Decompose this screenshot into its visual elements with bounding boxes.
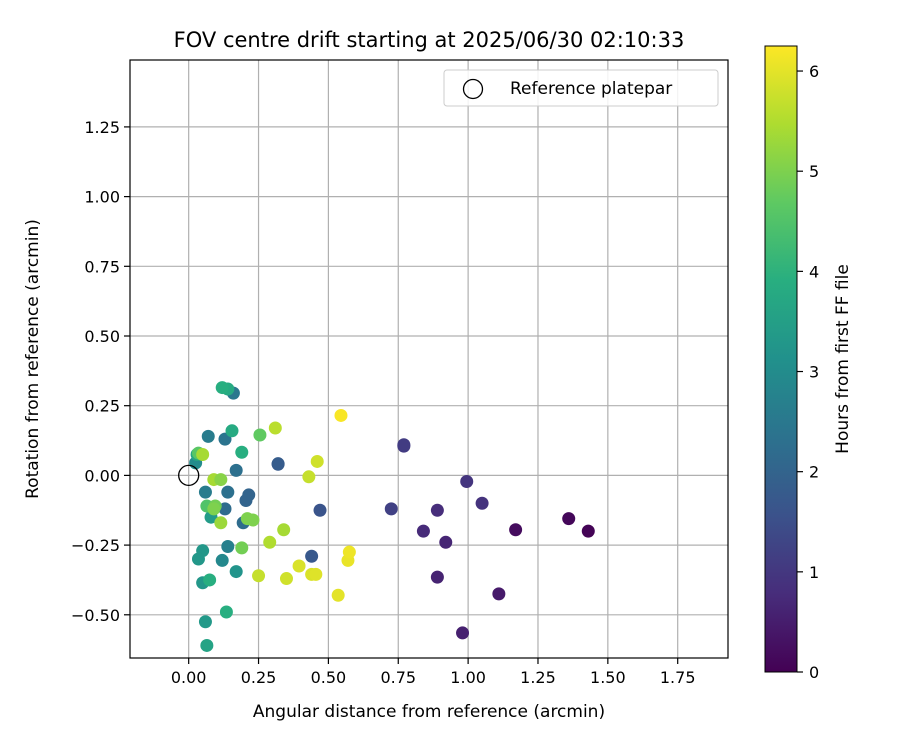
y-tick-label: 1.00 (84, 188, 120, 207)
y-tick-label: −0.50 (71, 606, 120, 625)
colorbar-tick-label: 4 (809, 262, 819, 281)
legend-marker-icon (462, 78, 484, 100)
data-point (239, 493, 253, 507)
data-point (214, 473, 228, 487)
data-point (460, 475, 474, 489)
data-point (331, 588, 345, 602)
x-tick-label: 1.25 (520, 668, 556, 687)
y-tick-label: −0.25 (71, 536, 120, 555)
y-tick-label: 0.00 (84, 466, 120, 485)
data-point (221, 539, 235, 553)
reference-platepar-marker (178, 464, 200, 487)
data-point (430, 570, 444, 584)
colorbar-tick-label: 3 (809, 363, 819, 382)
data-point (215, 553, 229, 567)
y-axis-label: Rotation from reference (arcmin) (23, 219, 43, 499)
data-point (581, 524, 595, 538)
colorbar-tick-label: 1 (809, 563, 819, 582)
colorbar-tick-label: 6 (809, 62, 819, 81)
colorbar-label: Hours from first FF file (833, 264, 853, 454)
colorbar-tick-label: 0 (809, 663, 819, 682)
data-point (214, 516, 228, 530)
data-point (492, 587, 506, 601)
data-point (334, 408, 348, 422)
data-point (246, 513, 260, 527)
data-point (475, 496, 489, 510)
colorbar: 0 1 2 3 4 5 6 Hours from first FF file (764, 45, 853, 682)
data-point (218, 502, 232, 516)
data-point (207, 502, 221, 516)
data-point (309, 567, 323, 581)
data-point (342, 545, 356, 559)
data-point (229, 565, 243, 579)
data-point (305, 549, 319, 563)
data-point (203, 573, 217, 587)
x-tick-label: 1.50 (590, 668, 626, 687)
x-tick-label: 0.25 (241, 668, 277, 687)
grid-lines (130, 60, 728, 658)
x-tick-label: 0.50 (311, 668, 347, 687)
data-point (215, 381, 229, 395)
data-point (253, 428, 267, 442)
legend: Reference platepar (443, 69, 719, 107)
y-tick-label: 1.25 (84, 118, 120, 137)
data-point (279, 572, 293, 586)
data-point (271, 457, 285, 471)
colorbar-gradient (764, 45, 798, 673)
colorbar-ticks: 0 1 2 3 4 5 6 (797, 62, 819, 682)
data-point (263, 535, 277, 549)
data-point (439, 535, 453, 549)
data-point (277, 523, 291, 537)
y-tick-label: 0.75 (84, 257, 120, 276)
plot-area-frame (129, 59, 729, 659)
legend-label: Reference platepar (510, 79, 672, 99)
data-point (252, 569, 266, 583)
data-point (268, 421, 282, 435)
data-point (225, 424, 239, 438)
data-point (229, 463, 243, 477)
data-point (310, 454, 324, 468)
data-point (313, 503, 327, 517)
x-tick-label: 0.75 (380, 668, 416, 687)
x-tick-label: 1.75 (660, 668, 696, 687)
data-point (397, 438, 411, 452)
data-point (509, 523, 523, 537)
data-point (292, 559, 306, 573)
data-point (198, 615, 212, 629)
data-point (200, 638, 214, 652)
data-point (191, 552, 205, 566)
colorbar-tick-label: 2 (809, 463, 819, 482)
x-tick-label: 0.00 (171, 668, 207, 687)
y-tick-label: 0.50 (84, 327, 120, 346)
y-ticks: −0.50 −0.25 0.00 0.25 0.50 0.75 1.00 1.25 (71, 118, 130, 625)
data-point (201, 429, 215, 443)
data-point (416, 524, 430, 538)
data-points (189, 381, 595, 652)
data-point (562, 512, 576, 526)
data-point (456, 626, 470, 640)
chart-title: FOV centre drift starting at 2025/06/30 … (174, 28, 685, 52)
data-point (302, 470, 316, 484)
data-point (219, 605, 233, 619)
data-point (198, 485, 212, 499)
x-axis-label: Angular distance from reference (arcmin) (253, 702, 605, 722)
data-point (235, 541, 249, 555)
legend-box (443, 69, 719, 107)
y-tick-label: 0.25 (84, 397, 120, 416)
data-point (221, 485, 235, 499)
x-ticks: 0.00 0.25 0.50 0.75 1.00 1.25 1.50 1.75 (171, 658, 696, 687)
data-point (384, 502, 398, 516)
data-point (196, 447, 210, 461)
data-point (430, 503, 444, 517)
x-tick-label: 1.00 (450, 668, 486, 687)
colorbar-tick-label: 5 (809, 162, 819, 181)
data-point (235, 445, 249, 459)
